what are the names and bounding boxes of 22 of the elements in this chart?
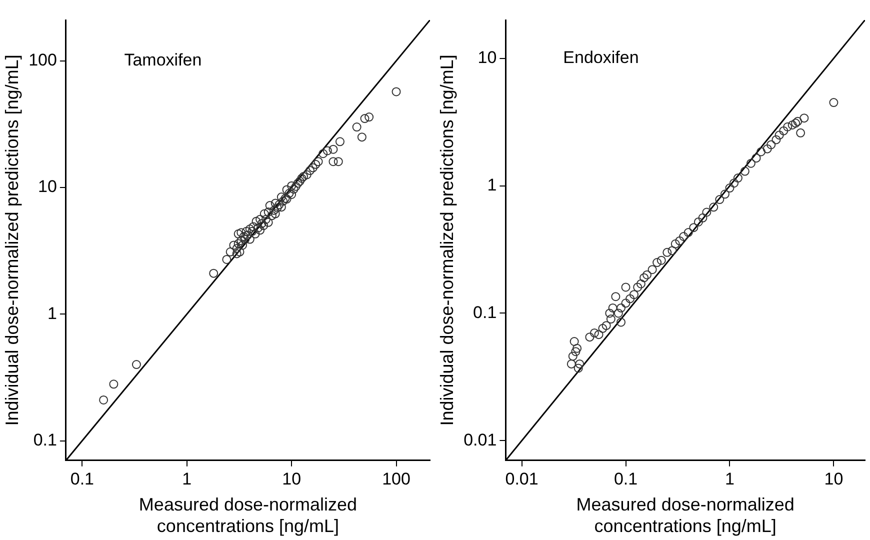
y-tick-label: 100 xyxy=(28,50,57,70)
x-tick-label: 10 xyxy=(282,469,302,488)
y-tick-label: 0.01 xyxy=(464,430,497,450)
x-tick-label: 0.01 xyxy=(505,469,538,488)
x-axis-title: Measured dose-normalized concentrations [ng/mL] xyxy=(138,494,358,536)
text: Tamoxifen xyxy=(124,50,202,70)
x-tick-label: 100 xyxy=(382,469,410,488)
y-tick-label: 10 xyxy=(478,48,497,68)
x-tick-label: 0.1 xyxy=(614,469,638,488)
x-tick-label: 0.1 xyxy=(70,469,94,488)
y-tick-label: 0.1 xyxy=(473,302,497,322)
x-tick-label: 10 xyxy=(824,469,844,488)
y-tick-label: 1 xyxy=(47,304,57,323)
text: Endoxifen xyxy=(563,48,639,68)
y-tick-label: 0.1 xyxy=(33,430,57,450)
y-tick-label: 10 xyxy=(38,177,57,196)
x-tick-label: 1 xyxy=(725,469,734,488)
y-tick-label: 1 xyxy=(487,175,497,194)
y-axis-title: Individual dose-normalized predictions [ng/mL] xyxy=(2,54,22,426)
x-tick-label: 1 xyxy=(182,469,192,488)
x-axis-title: Measured dose-normalized concentrations [ng/mL] xyxy=(576,494,794,536)
y-axis-title: Individual dose-normalized predictions [ng/mL] xyxy=(436,54,457,426)
